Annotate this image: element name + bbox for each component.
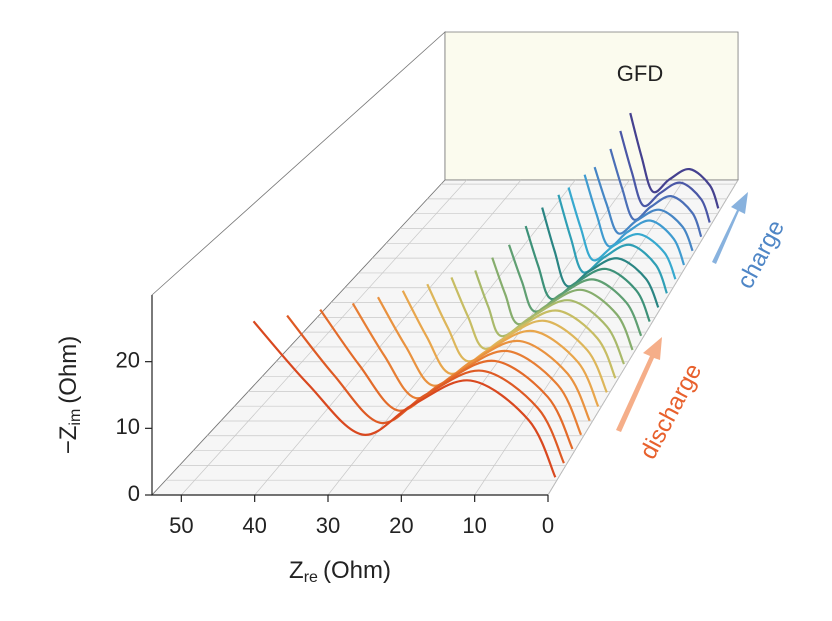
x-subscript: re [304, 569, 318, 586]
spectrum-line [593, 166, 694, 252]
y-subscript: im [67, 409, 84, 426]
spectrum-line [629, 112, 720, 209]
x-tick-label: 40 [242, 513, 266, 538]
spectrum-line [474, 270, 625, 365]
spectrum-line [619, 130, 711, 223]
x-symbol: Z [289, 557, 304, 584]
spectrum-line [583, 174, 686, 266]
grid-line [474, 179, 685, 496]
spectrum-line [401, 290, 600, 407]
spectrum-line [450, 277, 617, 379]
spectrum-line [319, 308, 574, 450]
x-tick-label: 30 [316, 513, 340, 538]
charge-label: charge [732, 216, 790, 293]
spectrum-line [609, 148, 703, 238]
grid-line [181, 179, 467, 496]
spectrum-line [252, 320, 557, 478]
x-unit: (Ohm) [323, 557, 391, 584]
grid-line [254, 179, 522, 496]
curves [252, 112, 720, 478]
spectrum-line [541, 207, 660, 308]
spectrum-line [286, 314, 565, 464]
y-symbol: −Z [55, 426, 82, 455]
y-tick-label: 10 [116, 414, 140, 439]
y-tick-label: 0 [128, 481, 140, 506]
spectrum-line [377, 296, 591, 422]
spectrum-line [491, 257, 634, 351]
discharge-arrow [616, 337, 662, 432]
x-tick-label: 0 [542, 513, 554, 538]
grid [152, 179, 739, 496]
y-tick-label: 20 [116, 347, 140, 372]
spectrum-line [557, 194, 668, 294]
spectrum-line [351, 302, 583, 436]
back-wall [444, 31, 739, 181]
x-axis-label: Zre (Ohm) [289, 557, 391, 586]
spectrum-line [567, 187, 677, 280]
charge-arrow [712, 192, 748, 264]
x-tick-label: 50 [169, 513, 193, 538]
x-tick-label: 20 [389, 513, 413, 538]
spectrum-line [524, 225, 651, 323]
spectrum-line [426, 283, 608, 393]
axes: 0 10 20 50 40 30 20 10 0 [116, 295, 554, 538]
grid-line [401, 179, 630, 496]
spectrum-line [508, 244, 643, 337]
y-axis-label: −Zim (Ohm) [55, 336, 84, 455]
y-unit: (Ohm) [55, 336, 82, 404]
panel-label: GFD [617, 61, 663, 86]
x-tick-label: 10 [462, 513, 486, 538]
grid-line [547, 179, 739, 496]
